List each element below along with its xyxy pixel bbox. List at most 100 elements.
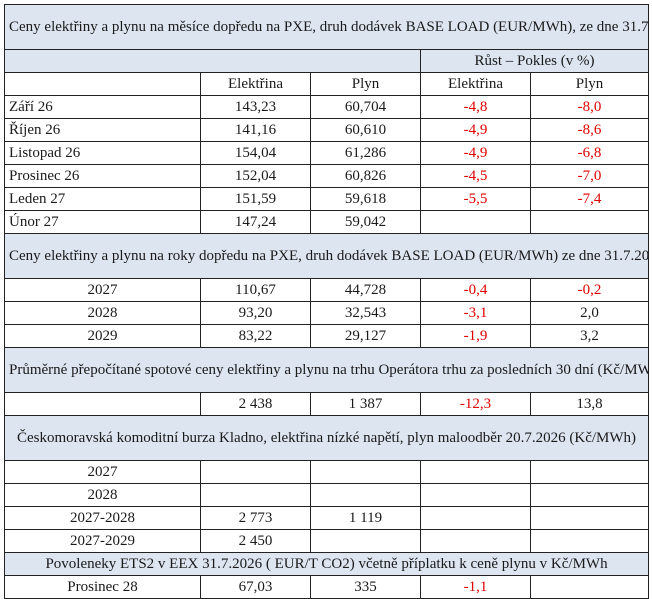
gas-price: 60,610 <box>310 118 421 142</box>
elec-change <box>420 483 531 507</box>
gas-price: 60,704 <box>310 95 421 119</box>
gas-change: -6,8 <box>529 141 650 165</box>
price-table: Ceny elektřiny a plynu na měsíce dopředu… <box>3 4 650 599</box>
gas-change <box>529 460 650 484</box>
growth-header-spacer <box>4 49 421 73</box>
gas-price: 59,618 <box>310 187 421 211</box>
elec-change <box>420 506 531 530</box>
ets-title-row: Povoleneky ETS2 v EEX 31.7.2026 ( EUR/T … <box>3 552 650 576</box>
row-label: 2027-2028 <box>4 506 201 530</box>
col-header-gas-chg: Plyn <box>529 72 650 96</box>
gas-change: -0,2 <box>529 278 650 302</box>
table-row: 2027-2028 2 773 1 119 <box>4 506 650 530</box>
gas-price: 59,042 <box>310 210 421 234</box>
elec-price: 141,16 <box>200 118 311 142</box>
growth-header: Růst – Pokles (v %) <box>419 49 650 73</box>
gas-price <box>310 529 421 553</box>
elec-price: 110,67 <box>200 278 311 302</box>
elec-price: 151,59 <box>200 187 311 211</box>
growth-header-row: Růst – Pokles (v %) <box>4 49 650 73</box>
elec-change: -4,9 <box>420 141 531 165</box>
elec-change: -4,8 <box>420 95 531 119</box>
elec-change: -1,9 <box>420 324 531 348</box>
elec-change: -1,1 <box>420 575 531 599</box>
row-label: 2027-2029 <box>4 529 201 553</box>
elec-price <box>200 483 311 507</box>
row-label: 2029 <box>4 324 201 348</box>
elec-change: -5,5 <box>420 187 531 211</box>
elec-price: 154,04 <box>200 141 311 165</box>
gas-price: 32,543 <box>310 301 421 325</box>
yearly-title: Ceny elektřiny a plynu na roky dopředu n… <box>3 233 650 279</box>
table-row: 2 438 1 387 -12,3 13,8 <box>4 392 650 416</box>
table-row: 2027 <box>4 460 650 484</box>
gas-change <box>529 483 650 507</box>
kladno-title: Českomoravská komoditní burza Kladno, el… <box>3 415 650 461</box>
row-label: 2028 <box>4 301 201 325</box>
gas-price: 1 387 <box>310 392 421 416</box>
column-header-blank <box>4 72 201 96</box>
row-label: Únor 27 <box>4 210 201 234</box>
gas-change <box>529 529 650 553</box>
table-row: Listopad 26 154,04 61,286 -4,9 -6,8 <box>4 141 650 165</box>
monthly-title: Ceny elektřiny a plynu na měsíce dopředu… <box>3 4 650 50</box>
row-label <box>4 392 201 416</box>
table-row: Únor 27 147,24 59,042 <box>4 210 650 234</box>
gas-price: 29,127 <box>310 324 421 348</box>
table-row: Leden 27 151,59 59,618 -5,5 -7,4 <box>4 187 650 211</box>
row-label: 2028 <box>4 483 201 507</box>
table-row: 2028 93,20 32,543 -3,1 2,0 <box>4 301 650 325</box>
gas-change: -8,0 <box>529 95 650 119</box>
table-row: Říjen 26 141,16 60,610 -4,9 -8,6 <box>4 118 650 142</box>
ets-title: Povoleneky ETS2 v EEX 31.7.2026 ( EUR/T … <box>3 552 650 576</box>
elec-change <box>420 210 531 234</box>
row-label: Prosinec 28 <box>4 575 201 599</box>
elec-price: 152,04 <box>200 164 311 188</box>
spot-title-row: Průměrné přepočítané spotové ceny elektř… <box>3 347 650 393</box>
gas-change: 13,8 <box>529 392 650 416</box>
gas-price: 61,286 <box>310 141 421 165</box>
gas-change <box>529 210 650 234</box>
row-label: Říjen 26 <box>4 118 201 142</box>
gas-price <box>310 460 421 484</box>
table-row: 2029 83,22 29,127 -1,9 3,2 <box>4 324 650 348</box>
yearly-title-row: Ceny elektřiny a plynu na roky dopředu n… <box>3 233 650 279</box>
elec-change: -3,1 <box>420 301 531 325</box>
gas-price: 335 <box>310 575 421 599</box>
table-row: Září 26 143,23 60,704 -4,8 -8,0 <box>4 95 650 119</box>
gas-change: 2,0 <box>529 301 650 325</box>
elec-change: -0,4 <box>420 278 531 302</box>
gas-price: 44,728 <box>310 278 421 302</box>
col-header-elec-chg: Elektřina <box>420 72 531 96</box>
elec-change: -12,3 <box>420 392 531 416</box>
row-label: 2027 <box>4 460 201 484</box>
elec-change: -4,9 <box>420 118 531 142</box>
gas-change: -7,4 <box>529 187 650 211</box>
gas-change: 3,2 <box>529 324 650 348</box>
spot-title: Průměrné přepočítané spotové ceny elektř… <box>3 347 650 393</box>
elec-price: 143,23 <box>200 95 311 119</box>
monthly-title-row: Ceny elektřiny a plynu na měsíce dopředu… <box>3 4 650 50</box>
table-row: Prosinec 26 152,04 60,826 -4,5 -7,0 <box>4 164 650 188</box>
gas-price <box>310 483 421 507</box>
gas-price: 1 119 <box>310 506 421 530</box>
table-row: 2027 110,67 44,728 -0,4 -0,2 <box>4 278 650 302</box>
col-header-gas: Plyn <box>310 72 421 96</box>
elec-price: 83,22 <box>200 324 311 348</box>
elec-change: -4,5 <box>420 164 531 188</box>
gas-change <box>529 575 650 599</box>
elec-change <box>420 460 531 484</box>
gas-price: 60,826 <box>310 164 421 188</box>
row-label: Prosinec 26 <box>4 164 201 188</box>
elec-change <box>420 529 531 553</box>
elec-price <box>200 460 311 484</box>
table-row: 2028 <box>4 483 650 507</box>
gas-change: -8,6 <box>529 118 650 142</box>
row-label: 2027 <box>4 278 201 302</box>
elec-price: 147,24 <box>200 210 311 234</box>
elec-price: 2 438 <box>200 392 311 416</box>
row-label: Září 26 <box>4 95 201 119</box>
column-header-row: Elektřina Plyn Elektřina Plyn <box>4 72 650 96</box>
table-row: Prosinec 28 67,03 335 -1,1 <box>4 575 650 599</box>
gas-change <box>529 506 650 530</box>
